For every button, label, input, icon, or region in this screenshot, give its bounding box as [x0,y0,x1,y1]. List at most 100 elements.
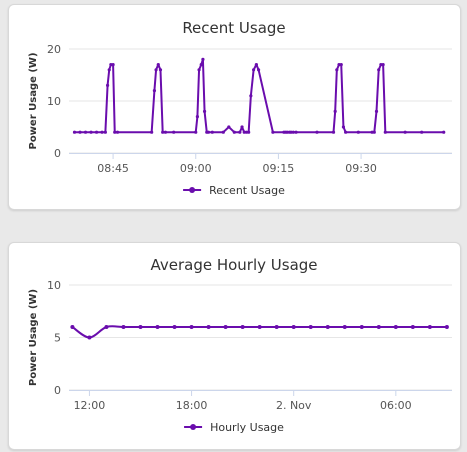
data-point[interactable] [238,130,242,134]
data-point[interactable] [291,130,295,134]
data-point[interactable] [232,130,236,134]
data-point[interactable] [337,63,341,67]
data-point[interactable] [210,130,214,134]
x-tick-label: 18:00 [176,399,208,412]
data-point[interactable] [341,125,346,129]
data-point[interactable] [383,130,387,134]
data-point[interactable] [70,325,75,329]
hourly-usage-chart: Average Hourly Usage 0 5 10 Power Usage (W) 1… [28,256,452,434]
data-point[interactable] [115,130,120,134]
data-point[interactable] [249,94,253,98]
data-point[interactable] [331,130,336,134]
data-point[interactable] [381,63,385,67]
x-tick-label: 12:00 [74,399,106,412]
data-point[interactable] [335,68,339,72]
data-point[interactable] [257,325,262,329]
data-point[interactable] [113,130,117,134]
data-point[interactable] [242,130,246,134]
data-point[interactable] [138,325,143,329]
data-point[interactable] [152,89,157,93]
data-point[interactable] [161,130,165,134]
data-point[interactable] [72,130,77,134]
y-tick-label: 0 [54,384,61,397]
data-point[interactable] [111,63,115,67]
data-point[interactable] [103,130,107,134]
data-point[interactable] [100,130,104,134]
data-point[interactable] [83,130,88,134]
data-point[interactable] [150,130,154,134]
data-point[interactable] [372,130,376,134]
data-point[interactable] [376,325,381,329]
data-point[interactable] [285,130,289,134]
data-point[interactable] [271,130,275,134]
data-point[interactable] [393,325,398,329]
data-point[interactable] [410,325,415,329]
data-point[interactable] [315,130,319,134]
data-point[interactable] [442,130,446,134]
data-point[interactable] [403,130,407,134]
legend-label[interactable]: Recent Usage [209,184,285,197]
data-point[interactable] [158,68,163,72]
data-point[interactable] [227,125,231,129]
data-point[interactable] [370,130,374,134]
data-point[interactable] [308,325,313,329]
data-point[interactable] [274,325,279,329]
data-point[interactable] [254,63,258,67]
recent-usage-card: Recent Usage 0 10 20 Power Usage (W) 08:45 09:… [8,4,461,210]
data-point[interactable] [339,63,343,67]
data-point[interactable] [78,130,82,134]
legend-label[interactable]: Hourly Usage [210,421,284,434]
data-point[interactable] [109,63,113,67]
data-point[interactable] [379,63,383,67]
data-point[interactable] [89,130,93,134]
data-point[interactable] [252,68,256,72]
data-point[interactable] [223,325,228,329]
x-tick-label: 2. Nov [276,399,312,412]
data-point[interactable] [289,130,293,134]
recent-usage-chart: Recent Usage 0 10 20 Power Usage (W) 08:45 09:… [28,19,452,197]
data-point[interactable] [206,130,211,134]
data-point[interactable] [201,57,205,62]
data-point[interactable] [163,130,168,134]
data-point[interactable] [107,68,111,72]
data-point[interactable] [155,325,160,329]
data-point[interactable] [221,130,225,134]
data-point[interactable] [359,325,364,329]
data-point[interactable] [189,325,194,329]
data-point[interactable] [294,130,298,134]
data-point[interactable] [427,325,432,329]
data-point[interactable] [206,325,211,329]
data-point[interactable] [291,325,296,329]
data-point[interactable] [333,109,337,113]
y-tick-label: 10 [47,279,61,292]
data-point[interactable] [172,130,176,134]
data-point[interactable] [377,68,381,72]
data-point[interactable] [199,63,203,67]
data-point[interactable] [87,335,92,340]
data-point[interactable] [156,63,160,67]
data-point[interactable] [154,68,158,72]
data-point[interactable] [325,325,330,329]
data-point[interactable] [342,325,347,329]
data-point[interactable] [244,130,249,134]
data-point[interactable] [374,109,379,113]
data-point[interactable] [240,325,245,329]
data-point[interactable] [444,325,449,329]
data-point[interactable] [356,130,360,134]
data-point[interactable] [121,325,126,329]
data-point[interactable] [344,130,348,134]
data-point[interactable] [420,130,424,134]
y-tick-label: 0 [54,147,61,160]
data-point[interactable] [197,68,201,72]
data-point[interactable] [256,68,261,72]
data-point[interactable] [104,325,109,329]
data-point[interactable] [247,130,251,134]
data-point[interactable] [105,83,110,87]
data-point[interactable] [172,325,177,329]
y-tick-label: 10 [47,95,61,108]
data-point[interactable] [194,130,198,134]
data-point[interactable] [195,115,200,119]
data-point[interactable] [202,109,207,113]
data-point[interactable] [240,125,244,129]
data-point[interactable] [94,130,99,134]
